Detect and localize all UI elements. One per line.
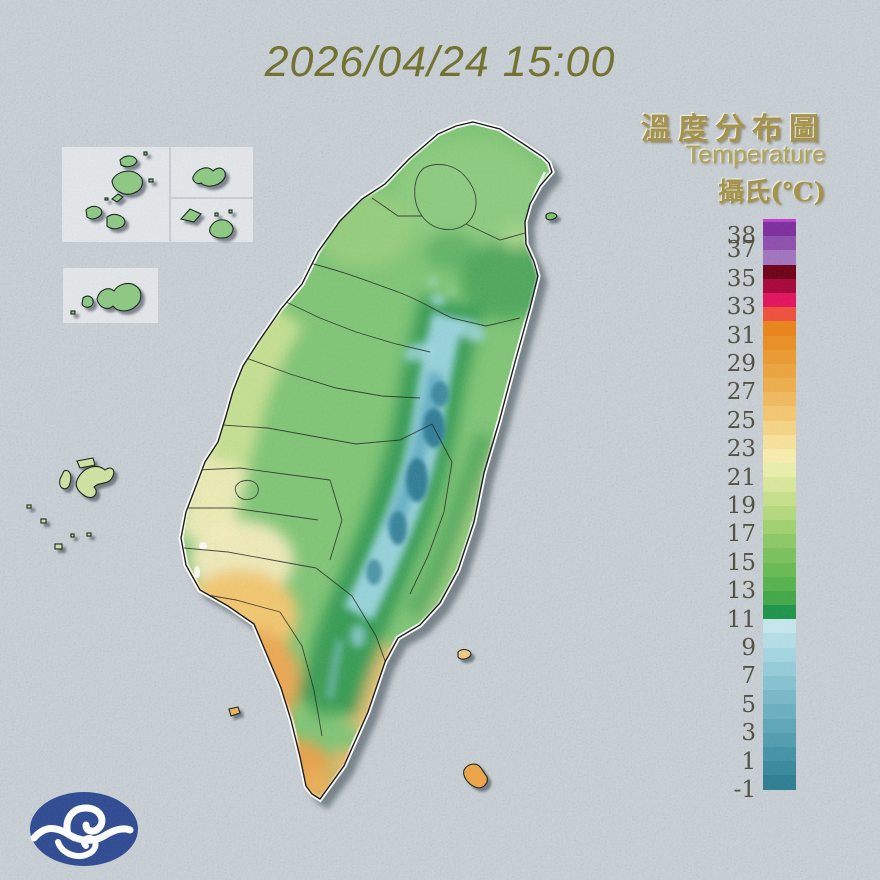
colorbar-segment — [763, 420, 796, 435]
colorbar-segment — [763, 392, 796, 407]
colorbar-segment — [763, 661, 796, 676]
colorbar-segment — [763, 690, 796, 705]
colorbar-tick: 13 — [726, 578, 756, 605]
colorbar-segment — [763, 633, 796, 648]
county-boundaries — [183, 164, 537, 737]
colorbar-segment — [763, 307, 796, 322]
colorbar-tick: 19 — [726, 493, 756, 519]
colorbar-segment — [763, 534, 796, 549]
turtle-island — [545, 212, 558, 221]
cloud-swirl-icon — [30, 804, 134, 859]
inset-dongyin-frame — [171, 147, 253, 197]
colorbar-segment — [763, 363, 796, 379]
colorbar-tick: 27 — [726, 379, 756, 406]
colorbar-tick: 7 — [741, 663, 756, 690]
logo-ellipse — [30, 792, 138, 866]
legend-unit-label: 攝氏(℃) — [718, 178, 826, 208]
taiwan-coastline — [180, 121, 553, 800]
colorbar-tick: 17 — [726, 521, 756, 548]
colorbar-tick: 11 — [726, 606, 756, 633]
colorbar-segment — [763, 278, 796, 293]
inset-map-frames — [62, 147, 253, 323]
colorbar-segment — [763, 576, 796, 591]
colorbar-segment — [763, 321, 796, 336]
orchid-island — [463, 763, 488, 789]
colorbar-tick: 31 — [726, 322, 756, 349]
colorbar-segment — [763, 732, 796, 747]
inset-kinmen-frame — [63, 268, 158, 323]
colorbar-tick: 21 — [726, 464, 756, 491]
colorbar-segment — [763, 250, 796, 265]
colorbar-segment — [763, 236, 796, 251]
colorbar-tick: 38 — [726, 223, 756, 250]
colorbar-segment — [763, 434, 796, 449]
colorbar-segment — [763, 406, 796, 421]
colorbar-segment — [763, 605, 796, 620]
colorbar-tick: 33 — [726, 294, 756, 321]
colorbar-segment — [763, 761, 796, 776]
colorbar-segment — [763, 746, 796, 762]
colorbar-segment — [763, 562, 796, 577]
colorbar-tick: 23 — [726, 436, 756, 463]
temperature-colorbar — [763, 219, 796, 790]
colorbar-segment — [763, 590, 796, 606]
green-island — [457, 649, 472, 660]
colorbar-segment — [763, 292, 796, 308]
colorbar-segment — [763, 477, 796, 492]
colorbar-segment — [763, 505, 796, 520]
tidal-flats — [194, 353, 241, 578]
colorbar-segment — [763, 449, 796, 464]
inset-islands — [70, 151, 234, 315]
colorbar-tick: 15 — [726, 549, 756, 576]
colorbar-tick: 1 — [741, 748, 756, 775]
colorbar-tick: 29 — [726, 351, 756, 377]
colorbar-tick: -1 — [733, 777, 756, 803]
colorbar-segment — [763, 378, 796, 393]
colorbar-segment — [763, 264, 796, 279]
colorbar-segment — [763, 775, 796, 790]
inset-wuqiu-frame — [171, 199, 253, 242]
colorbar-tick: 3 — [741, 720, 756, 747]
colorbar-segment — [763, 222, 796, 237]
liuqiu-island — [228, 706, 241, 717]
colorbar-segment — [763, 463, 796, 478]
colorbar-segment — [763, 335, 796, 350]
legend-title-en: Temperature — [685, 141, 826, 169]
colorbar-segment — [763, 704, 796, 719]
colorbar-segment — [763, 548, 796, 563]
colorbar-tick: 25 — [726, 407, 756, 434]
timestamp: 2026/04/24 15:00 — [264, 38, 616, 86]
colorbar-segment — [763, 647, 796, 662]
inset-matsu-frame — [62, 147, 169, 242]
colorbar-segment — [763, 619, 796, 634]
colorbar-segment — [763, 676, 796, 691]
cwb-logo — [30, 792, 138, 866]
taiwan-coast-halo — [181, 122, 552, 799]
colorbar-tick: 35 — [726, 265, 756, 292]
cold-mountain-ridge — [327, 278, 485, 699]
colorbar-tick: 5 — [741, 691, 756, 718]
colorbar-segment — [763, 491, 796, 506]
colorbar-segment — [763, 519, 796, 535]
offshore-islands — [228, 212, 558, 789]
colorbar-tick: 9 — [741, 635, 756, 661]
colorbar-segment — [763, 349, 796, 364]
penghu-islands — [26, 457, 115, 550]
colorbar-segment — [763, 718, 796, 733]
colorbar-tick: 37 — [726, 237, 756, 264]
